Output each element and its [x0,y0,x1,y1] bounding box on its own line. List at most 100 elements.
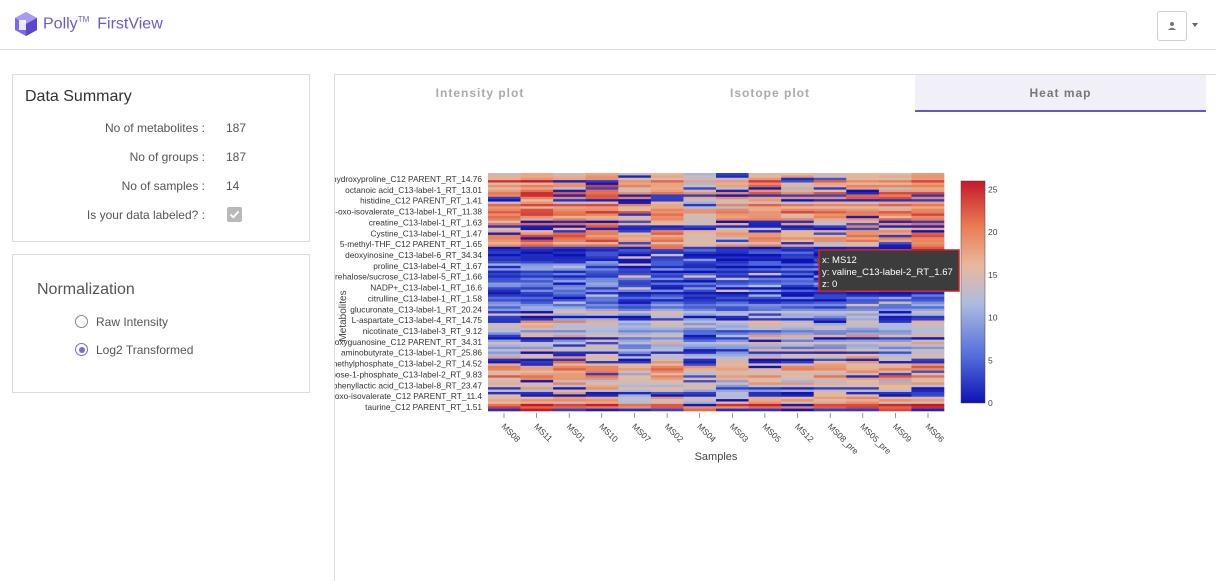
heatmap-cell[interactable] [585,320,619,324]
heatmap-cell[interactable] [585,182,619,186]
heatmap-cell[interactable] [553,341,587,345]
heatmap-cell[interactable] [650,184,684,188]
heatmap-cell[interactable] [553,372,587,376]
heatmap-cell[interactable] [618,282,652,286]
heatmap-cell[interactable] [585,282,619,286]
heatmap-cell[interactable] [911,230,945,233]
heatmap-cell[interactable] [781,303,815,307]
heatmap-cell[interactable] [781,211,815,214]
heatmap-cell[interactable] [911,344,945,348]
heatmap-cell[interactable] [520,258,554,262]
heatmap-cell[interactable] [716,211,749,214]
heatmap-cell[interactable] [878,232,912,236]
heatmap-cell[interactable] [488,365,521,369]
heatmap-cell[interactable] [748,396,782,400]
heatmap-cell[interactable] [488,349,521,352]
heatmap-cell[interactable] [683,289,717,293]
heatmap-cell[interactable] [716,275,749,279]
heatmap-cell[interactable] [911,208,945,212]
heatmap-cell[interactable] [716,356,749,359]
heatmap-cell[interactable] [813,173,847,176]
heatmap-cell[interactable] [748,346,782,350]
heatmap-cell[interactable] [911,237,945,240]
heatmap-cell[interactable] [683,277,717,281]
heatmap-cell[interactable] [846,337,880,340]
heatmap-cell[interactable] [553,263,587,267]
heatmap-cell[interactable] [520,173,554,176]
heatmap-cell[interactable] [846,173,880,176]
heatmap-cell[interactable] [650,218,684,221]
heatmap-cell[interactable] [488,358,521,362]
heatmap-cell[interactable] [813,192,847,195]
heatmap-cell[interactable] [520,361,554,364]
heatmap-cell[interactable] [488,184,521,188]
heatmap-cell[interactable] [618,225,652,229]
heatmap-cell[interactable] [911,330,945,333]
heatmap-cell[interactable] [813,403,847,407]
heatmap-cell[interactable] [911,180,945,183]
heatmap-cell[interactable] [520,213,554,217]
heatmap-cell[interactable] [520,253,554,257]
heatmap-cell[interactable] [618,341,652,345]
heatmap-cell[interactable] [488,203,521,207]
heatmap-cell[interactable] [846,356,880,359]
heatmap-cell[interactable] [748,220,782,224]
heatmap-cell[interactable] [813,234,847,238]
heatmap-cell[interactable] [748,370,782,374]
heatmap-cell[interactable] [618,218,652,221]
heatmap-cell[interactable] [716,349,749,352]
heatmap-cell[interactable] [650,272,684,276]
heatmap-cell[interactable] [520,222,554,226]
heatmap-cell[interactable] [846,192,880,195]
heatmap-cell[interactable] [488,351,521,355]
heatmap-cell[interactable] [553,256,587,259]
heatmap-cell[interactable] [488,353,521,357]
heatmap-cell[interactable] [846,332,880,336]
heatmap-cell[interactable] [813,211,847,214]
heatmap-cell[interactable] [520,313,554,317]
heatmap-cell[interactable] [911,196,945,200]
heatmap-cell[interactable] [878,349,912,352]
heatmap-cell[interactable] [846,180,880,183]
heatmap-cell[interactable] [520,365,554,369]
heatmap-cell[interactable] [911,341,945,345]
heatmap-cell[interactable] [781,401,815,405]
heatmap-cell[interactable] [748,227,782,231]
heatmap-cell[interactable] [520,303,554,307]
heatmap-cell[interactable] [911,308,945,312]
heatmap-cell[interactable] [846,196,880,200]
heatmap-cell[interactable] [878,408,912,412]
heatmap-cell[interactable] [781,387,815,390]
heatmap-cell[interactable] [781,227,815,231]
heatmap-cell[interactable] [748,330,782,333]
heatmap-cell[interactable] [716,306,749,309]
heatmap-cell[interactable] [878,234,912,238]
heatmap-cell[interactable] [553,296,587,300]
heatmap-cell[interactable] [520,299,554,302]
heatmap-cell[interactable] [520,201,554,205]
heatmap-cell[interactable] [716,203,749,207]
heatmap-cell[interactable] [748,299,782,302]
heatmap-cell[interactable] [781,194,815,198]
heatmap-cell[interactable] [683,213,717,217]
heatmap-cell[interactable] [650,368,684,371]
heatmap-cell[interactable] [650,249,684,252]
heatmap-cell[interactable] [846,294,880,298]
heatmap-cell[interactable] [520,294,554,298]
heatmap-cell[interactable] [553,363,587,367]
heatmap-cell[interactable] [650,363,684,367]
heatmap-cell[interactable] [846,370,880,374]
heatmap-cell[interactable] [520,306,554,309]
heatmap-cell[interactable] [553,203,587,207]
heatmap-cell[interactable] [878,391,912,395]
heatmap-cell[interactable] [748,234,782,238]
heatmap-cell[interactable] [781,403,815,407]
heatmap-cell[interactable] [585,196,619,200]
heatmap-cell[interactable] [553,311,587,314]
heatmap-cell[interactable] [520,311,554,314]
heatmap-cell[interactable] [781,368,815,371]
heatmap-cell[interactable] [488,356,521,359]
heatmap-cell[interactable] [911,349,945,352]
heatmap-cell[interactable] [911,396,945,400]
heatmap-cell[interactable] [650,237,684,240]
